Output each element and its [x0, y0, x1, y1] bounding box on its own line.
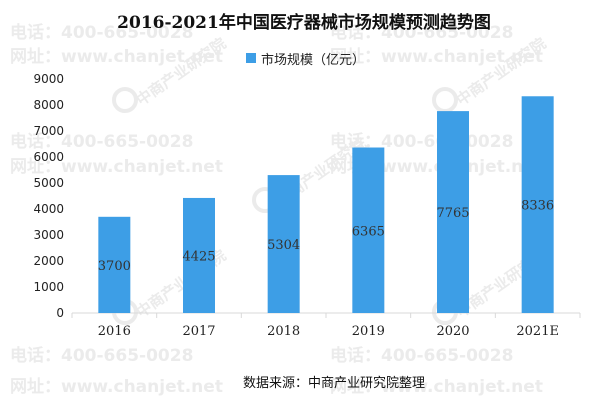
axis-layer: 0 1000 2000 3000 4000 5000 6000 7000 8000 9000 201…	[33, 72, 581, 339]
data-label: 8336	[521, 199, 554, 214]
y-tick-label: 1000	[33, 280, 64, 294]
watermark-text: 网址：www.chanjet.net	[10, 47, 223, 67]
legend-swatch	[246, 53, 256, 63]
data-label: 5304	[267, 238, 300, 253]
x-tick-label: 2018	[267, 324, 300, 339]
bar	[98, 216, 131, 313]
watermark-text: 电话：400-665-0028	[330, 22, 513, 43]
y-tick-label: 0	[56, 306, 64, 320]
y-tick-label: 3000	[33, 228, 64, 242]
bar	[183, 197, 215, 313]
x-tick-label: 2017	[182, 324, 215, 339]
watermark-text: 网址：www.chanjet.net	[330, 47, 543, 67]
watermark-text: 网址：www.chanjet.net	[10, 157, 223, 177]
bar	[521, 96, 554, 313]
y-tick-label: 9000	[33, 72, 64, 86]
y-tick-label: 6000	[33, 150, 64, 164]
data-label: 7765	[436, 206, 469, 221]
x-tick-label: 2021E	[516, 324, 559, 339]
y-tick-label: 5000	[33, 176, 64, 190]
source-note: 数据来源：中商产业研究院整理	[243, 376, 426, 391]
y-tick-label: 4000	[33, 202, 64, 216]
chart-title: 2016-2021年中国医疗器械市场规模预测趋势图	[117, 13, 491, 33]
label-layer: 3700 4425 5304 6365 7765 8336	[98, 199, 554, 274]
data-label: 3700	[98, 259, 131, 274]
bar	[267, 175, 300, 313]
watermark-text: 电话：400-665-0028	[10, 131, 193, 152]
circle-logo-icon	[112, 87, 138, 113]
x-tick-label: 2016	[98, 324, 131, 339]
x-tick-label: 2020	[436, 324, 469, 339]
bar	[437, 111, 469, 313]
watermark-text: 电话：400-665-0028	[10, 22, 193, 43]
bar	[352, 147, 385, 313]
bar-layer	[98, 96, 554, 313]
watermark-text: 电话：400-665-0028	[10, 345, 193, 366]
data-label: 4425	[182, 249, 215, 264]
legend: 市场规模（亿元）	[246, 50, 366, 68]
y-tick-label: 7000	[33, 124, 64, 138]
data-label: 6365	[352, 224, 385, 239]
x-tick-label: 2019	[352, 324, 385, 339]
watermark-brand: 中商产业研究院	[133, 34, 229, 109]
watermark-text: 电话：400-665-0028	[330, 345, 513, 366]
y-tick-label: 2000	[33, 254, 64, 268]
watermark-text: 网址：www.chanjet.net	[330, 377, 543, 397]
circle-logo-icon	[432, 87, 458, 113]
watermark-text: 网址：www.chanjet.net	[10, 377, 223, 397]
y-tick-label: 8000	[33, 98, 64, 112]
legend-label: 市场规模（亿元）	[261, 52, 366, 68]
